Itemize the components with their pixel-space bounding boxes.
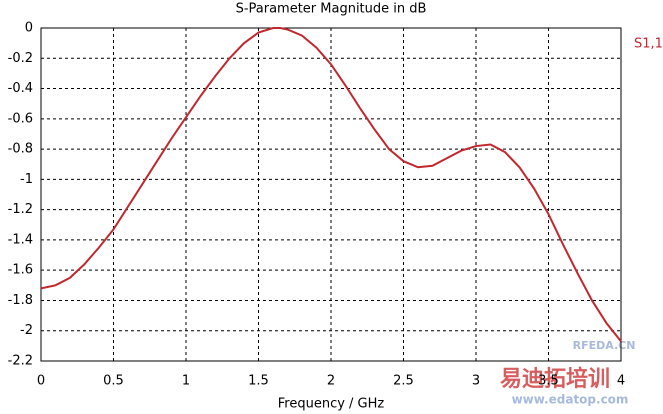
chart-title: S-Parameter Magnitude in dB: [236, 2, 427, 17]
y-tick-label: -2: [20, 323, 33, 338]
x-tick-label: 1.5: [248, 374, 269, 389]
x-tick-label: 2.5: [393, 374, 414, 389]
x-tick-label: 4: [617, 374, 625, 389]
y-tick-label: -1.2: [8, 202, 33, 217]
y-tick-label: -1.8: [8, 293, 33, 308]
y-tick-label: -0.4: [8, 81, 33, 96]
watermark: 易迪拓培训: [500, 366, 610, 392]
y-tick-label: 0: [25, 21, 33, 36]
y-tick-label: -0.6: [8, 111, 33, 126]
y-tick-label: -2.2: [8, 354, 33, 369]
x-tick-label: 0.5: [103, 374, 124, 389]
x-tick-label: 0: [37, 374, 45, 389]
y-tick-label: -0.2: [8, 51, 33, 66]
line-series: [40, 27, 622, 342]
y-tick-label: -0.8: [8, 142, 33, 157]
watermark: www.edatop.com: [512, 393, 629, 407]
x-tick-label: 1: [182, 374, 190, 389]
x-tick-label: 2: [327, 374, 335, 389]
x-tick-label: 3.5: [538, 374, 559, 389]
x-axis-label: Frequency / GHz: [278, 397, 385, 412]
x-tick-label: 3: [472, 374, 480, 389]
y-tick-label: -1.4: [8, 232, 33, 247]
watermark: RFEDA.CN: [573, 339, 636, 352]
y-tick-label: -1: [20, 172, 33, 187]
legend-label: S1,1: [634, 37, 663, 52]
y-tick-label: -1.6: [8, 263, 33, 278]
